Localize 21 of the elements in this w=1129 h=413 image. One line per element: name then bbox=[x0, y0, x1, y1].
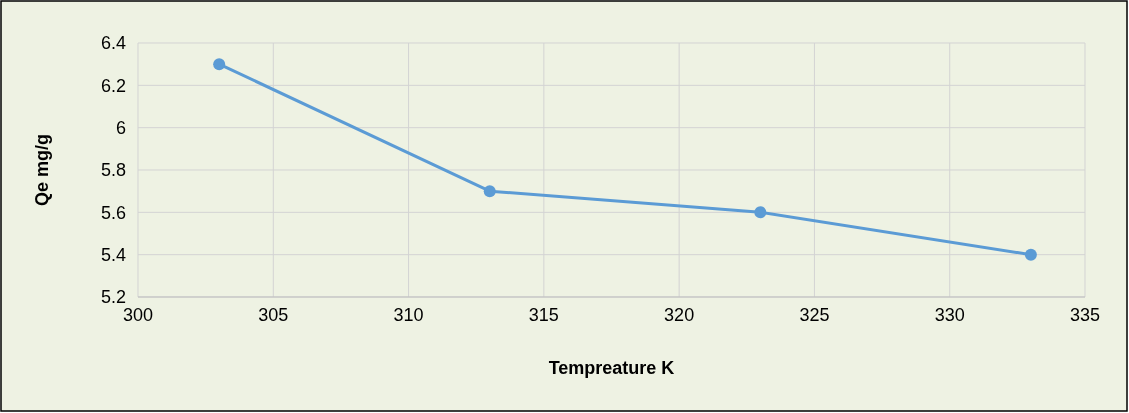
x-tick-label: 325 bbox=[799, 305, 830, 325]
y-tick-label: 5.2 bbox=[100, 287, 126, 308]
x-tick-label: 330 bbox=[934, 305, 965, 325]
x-tick-label: 315 bbox=[528, 305, 559, 325]
x-tick-label: 310 bbox=[393, 305, 424, 325]
y-axis-title: Qe mg/g bbox=[32, 133, 52, 207]
x-tick-label: 335 bbox=[1069, 305, 1101, 325]
y-tick-label: 5.4 bbox=[100, 244, 126, 265]
y-tick-label: 6 bbox=[115, 117, 126, 138]
y-tick-label: 5.8 bbox=[100, 160, 126, 181]
y-tick-label: 6.4 bbox=[100, 33, 126, 54]
y-tick-label: 6.2 bbox=[100, 75, 126, 96]
x-tick-label: 300 bbox=[122, 305, 154, 325]
point bbox=[483, 185, 496, 198]
x-tick-label: 320 bbox=[664, 305, 695, 325]
point bbox=[754, 206, 767, 219]
x-tick-label: 305 bbox=[258, 305, 289, 325]
y-tick-label: 5.6 bbox=[100, 202, 126, 223]
point bbox=[213, 58, 226, 71]
x-axis-title: Tempreature K bbox=[548, 358, 675, 378]
point bbox=[1024, 248, 1037, 261]
